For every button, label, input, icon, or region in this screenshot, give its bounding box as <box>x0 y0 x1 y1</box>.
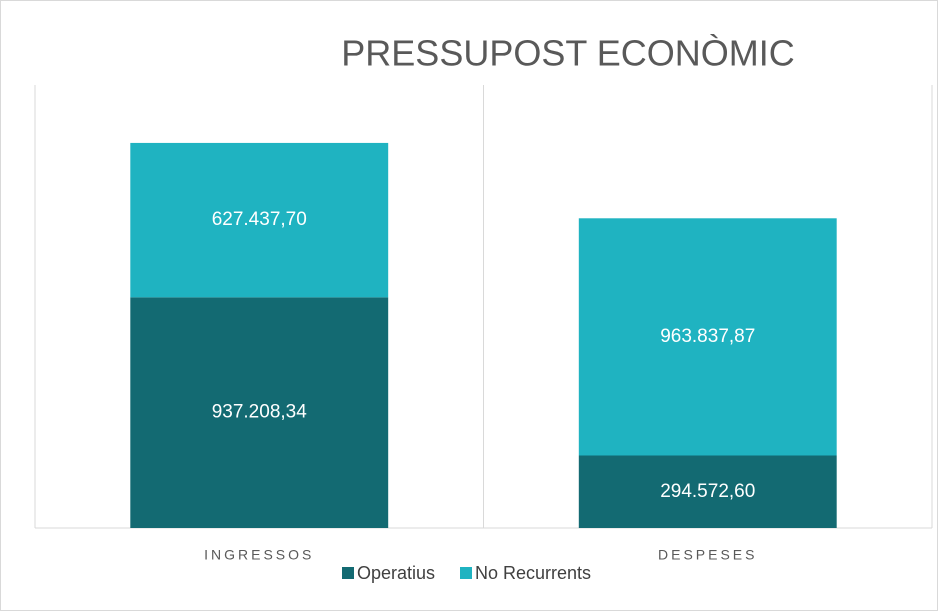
x-tick-label: DESPESES <box>658 547 757 563</box>
legend-label: No Recurrents <box>475 563 591 583</box>
chart-title: PRESSUPOST ECONÒMIC <box>341 33 794 74</box>
bar-segment <box>130 142 389 298</box>
data-label: 963.837,87 <box>660 326 755 347</box>
legend-swatch <box>342 567 354 579</box>
bar-segment <box>578 218 837 456</box>
data-label: 627.437,70 <box>212 209 307 230</box>
x-tick-label: INGRESSOS <box>204 547 314 563</box>
bar-segment <box>578 455 837 528</box>
bar-segment <box>130 297 389 528</box>
data-label: 294.572,60 <box>660 481 755 502</box>
legend-label: Operatius <box>357 563 435 583</box>
data-label: 937.208,34 <box>212 402 308 423</box>
legend-swatch <box>460 567 472 579</box>
